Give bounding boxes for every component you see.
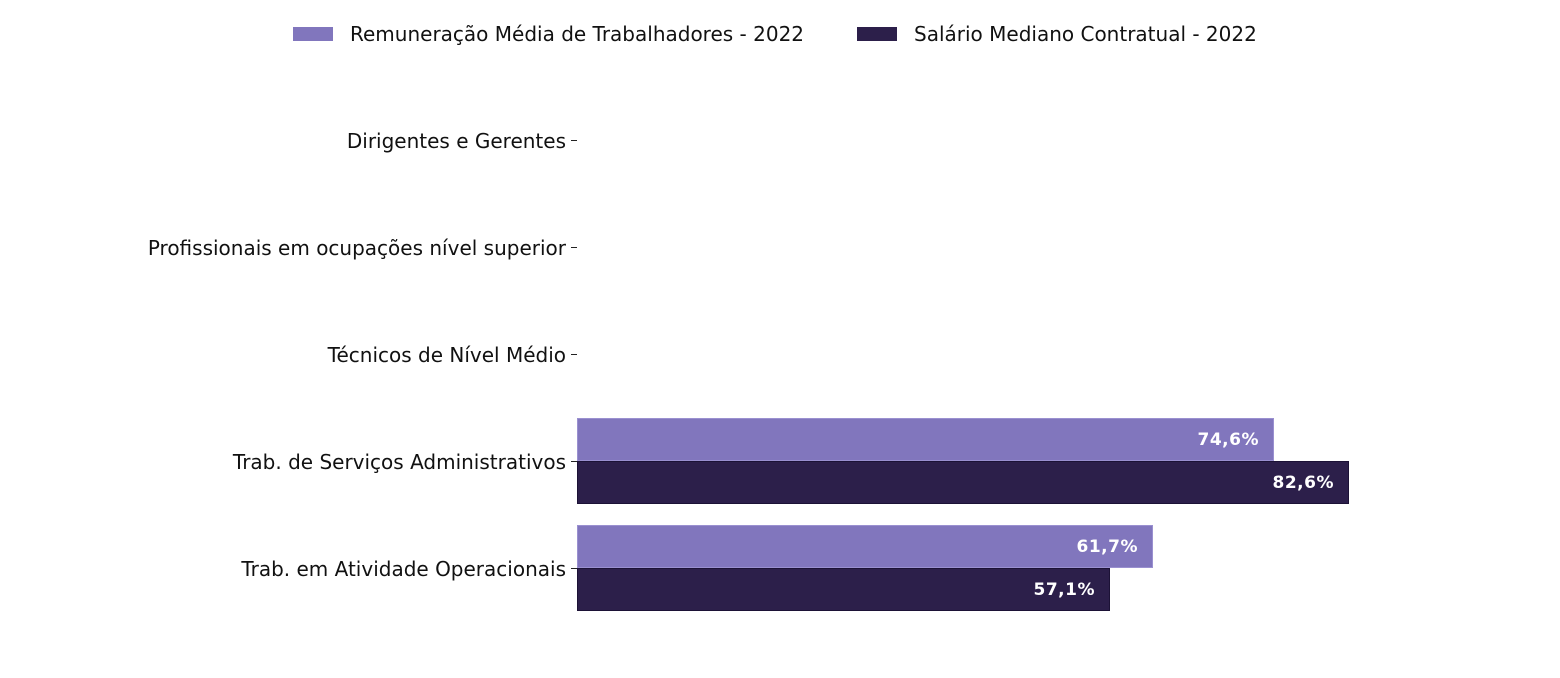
y-axis-tick bbox=[571, 247, 577, 249]
bar-value-label: 61,7% bbox=[1076, 536, 1138, 557]
y-axis-tick bbox=[571, 140, 577, 142]
legend-swatch-light-purple bbox=[293, 27, 333, 41]
y-axis-tick bbox=[571, 461, 577, 463]
legend-label: Remuneração Média de Trabalhadores - 202… bbox=[350, 22, 805, 46]
y-axis-label: Trab. em Atividade Operacionais bbox=[241, 557, 566, 581]
bar-remuneracao-atividade-operacionais: 61,7% bbox=[577, 525, 1153, 568]
y-axis-label: Técnicos de Nível Médio bbox=[327, 343, 566, 367]
y-axis-label: Profissionais em ocupações nível superio… bbox=[147, 236, 566, 260]
bar-value-label: 74,6% bbox=[1197, 429, 1259, 450]
y-axis-tick bbox=[571, 354, 577, 356]
legend-item-salario-mediano: Salário Mediano Contratual - 2022 bbox=[857, 20, 1257, 48]
legend-item-remuneracao-media: Remuneração Média de Trabalhadores - 202… bbox=[293, 20, 804, 48]
legend-swatch-dark-purple bbox=[857, 27, 897, 41]
bar-salario-atividade-operacionais: 57,1% bbox=[577, 568, 1110, 611]
bar-value-label: 82,6% bbox=[1272, 472, 1334, 493]
bar-remuneracao-servicos-administrativos: 74,6% bbox=[577, 418, 1274, 461]
bar-value-label: 57,1% bbox=[1033, 579, 1095, 600]
y-axis-tick bbox=[571, 568, 577, 570]
y-axis-label: Trab. de Serviços Administrativos bbox=[232, 450, 566, 474]
bar-salario-servicos-administrativos: 82,6% bbox=[577, 461, 1349, 504]
legend: Remuneração Média de Trabalhadores - 202… bbox=[0, 20, 1560, 48]
y-axis-label: Dirigentes e Gerentes bbox=[346, 129, 566, 153]
legend-label: Salário Mediano Contratual - 2022 bbox=[914, 22, 1257, 46]
